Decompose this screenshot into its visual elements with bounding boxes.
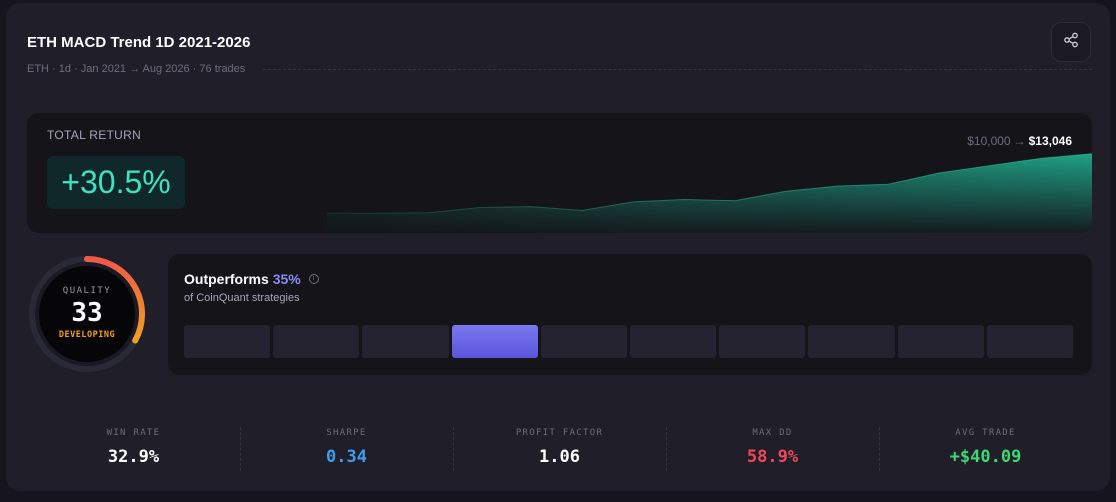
stat-value: 32.9% bbox=[107, 447, 160, 467]
percentile-bin bbox=[808, 325, 895, 358]
percentile-bin bbox=[540, 325, 627, 358]
stat-sharpe: SHARPE 0.34 bbox=[240, 426, 453, 474]
percentile-bin bbox=[897, 325, 984, 358]
stat-label: WIN RATE bbox=[106, 428, 161, 438]
stat-label: SHARPE bbox=[326, 428, 367, 438]
total-return-label: TOTAL RETURN bbox=[47, 128, 142, 142]
stat-profit-factor: PROFIT FACTOR 1.06 bbox=[453, 426, 666, 474]
share-icon bbox=[1063, 32, 1079, 53]
quality-gauge-arc bbox=[84, 256, 145, 344]
end-capital: $13,046 bbox=[1028, 134, 1072, 148]
stat-win-rate: WIN RATE 32.9% bbox=[27, 426, 240, 474]
stat-label: MAX DD bbox=[752, 428, 793, 438]
stat-value: +$40.09 bbox=[949, 447, 1022, 467]
percentile-bins bbox=[184, 325, 1073, 358]
info-icon[interactable]: i bbox=[308, 274, 319, 285]
outperform-title: Outperforms bbox=[184, 271, 269, 287]
percentile-bin bbox=[719, 325, 806, 358]
stat-max-dd: MAX DD 58.9% bbox=[666, 426, 879, 474]
equity-fade-overlay bbox=[27, 113, 1092, 233]
percentile-bin-active bbox=[451, 325, 538, 358]
stat-value: 58.9% bbox=[746, 447, 799, 467]
strategy-subtitle: ETH · 1d · Jan 2021 → Aug 2026 · 76 trad… bbox=[27, 63, 246, 75]
total-return-value: +30.5% bbox=[61, 164, 171, 200]
stat-value: 0.34 bbox=[326, 447, 367, 467]
quality-gauge-center: QUALITY 33 DEVELOPING bbox=[39, 266, 135, 362]
percentile-bin bbox=[362, 325, 449, 358]
equity-curve-chart bbox=[27, 113, 1092, 233]
stat-avg-trade: AVG TRADE +$40.09 bbox=[879, 426, 1092, 474]
start-capital: $10,000 bbox=[967, 134, 1011, 148]
quality-status: DEVELOPING bbox=[58, 330, 116, 340]
capital-range: $10,000 → $13,046 bbox=[967, 134, 1072, 148]
stats-row: WIN RATE 32.9% SHARPE 0.34 PROFIT FACTOR… bbox=[27, 426, 1092, 474]
quality-score: 33 bbox=[71, 298, 103, 328]
outperform-panel: Outperforms 35% i of CoinQuant strategie… bbox=[168, 254, 1092, 375]
percentile-bin bbox=[629, 325, 717, 358]
quality-gauge: QUALITY 33 DEVELOPING bbox=[26, 253, 148, 375]
stat-label: AVG TRADE bbox=[955, 428, 1016, 438]
arrow-right-icon: → bbox=[1013, 134, 1026, 148]
percentile-bin bbox=[273, 325, 360, 358]
percentile-bin bbox=[184, 325, 271, 358]
quality-label: QUALITY bbox=[62, 286, 112, 296]
strategy-card bbox=[6, 3, 1110, 491]
share-button[interactable] bbox=[1051, 22, 1091, 62]
subtitle-divider bbox=[263, 69, 1092, 70]
outperform-percent: 35% bbox=[272, 271, 301, 287]
strategy-title: ETH MACD Trend 1D 2021-2026 bbox=[27, 34, 251, 51]
outperform-heading: Outperforms 35% i bbox=[184, 271, 319, 287]
stat-label: PROFIT FACTOR bbox=[515, 428, 604, 438]
outperform-subtitle: of CoinQuant strategies bbox=[184, 292, 300, 304]
total-return-panel: TOTAL RETURN +30.5% $10,000 → $13,046 bbox=[27, 113, 1092, 233]
stat-value: 1.06 bbox=[539, 447, 580, 467]
percentile-bin bbox=[986, 325, 1073, 358]
total-return-badge: +30.5% bbox=[47, 156, 185, 209]
